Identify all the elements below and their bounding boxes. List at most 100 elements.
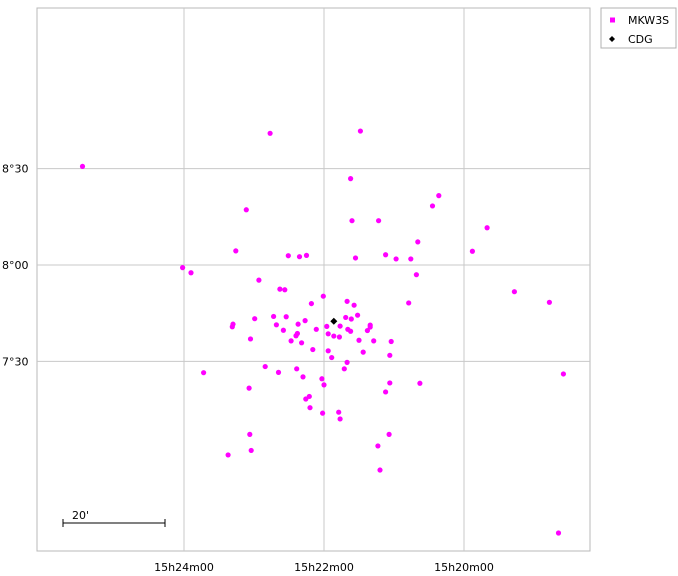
mkw3s-point bbox=[319, 376, 325, 382]
mkw3s-point bbox=[436, 193, 442, 199]
mkw3s-point bbox=[243, 207, 249, 213]
mkw3s-point bbox=[341, 366, 347, 372]
legend-label: MKW3S bbox=[628, 14, 669, 27]
legend-marker-square bbox=[610, 17, 615, 23]
mkw3s-point bbox=[296, 254, 303, 260]
y-tick-label: 8°30 bbox=[2, 163, 29, 176]
mkw3s-point bbox=[247, 336, 254, 342]
mkw3s-point bbox=[303, 252, 310, 259]
mkw3s-point bbox=[262, 363, 268, 370]
mkw3s-point bbox=[283, 314, 289, 320]
mkw3s-point bbox=[285, 253, 291, 259]
mkw3s-point bbox=[336, 409, 342, 415]
legend-box bbox=[600, 7, 677, 49]
x-tick-label: 15h24m00 bbox=[154, 561, 214, 574]
legend: MKW3S CDG bbox=[600, 7, 677, 49]
mkw3s-point bbox=[336, 334, 342, 340]
mkw3s-point bbox=[256, 277, 262, 283]
mkw3s-point bbox=[364, 327, 370, 334]
mkw3s-point bbox=[375, 443, 381, 449]
mkw3s-point bbox=[393, 256, 399, 262]
mkw3s-point bbox=[321, 382, 327, 388]
mkw3s-point bbox=[355, 312, 361, 318]
mkw3s-point bbox=[320, 293, 326, 299]
mkw3s-point bbox=[282, 287, 288, 293]
mkw3s-point bbox=[408, 256, 414, 262]
mkw3s-point bbox=[325, 331, 331, 337]
mkw3s-point bbox=[329, 354, 335, 361]
mkw3s-point bbox=[546, 299, 553, 305]
mkw3s-point bbox=[413, 272, 419, 278]
mkw3s-point bbox=[387, 380, 393, 386]
mkw3s-point bbox=[383, 389, 389, 395]
y-tick-label: 7°30 bbox=[2, 355, 29, 368]
mkw3s-point bbox=[376, 218, 382, 224]
mkw3s-point bbox=[331, 333, 337, 339]
mkw3s-point bbox=[406, 300, 412, 306]
mkw3s-point bbox=[307, 405, 313, 411]
data-points bbox=[79, 128, 567, 536]
mkw3s-point bbox=[352, 255, 359, 261]
mkw3s-point bbox=[201, 370, 207, 376]
mkw3s-point bbox=[337, 323, 343, 329]
mkw3s-point bbox=[388, 338, 394, 345]
mkw3s-point bbox=[310, 346, 316, 353]
mkw3s-point bbox=[377, 467, 383, 473]
scale-bar-label: 20' bbox=[72, 509, 89, 522]
tick-labels: 15h24m00 15h22m00 15h20m00 8°30 8°00 7°30 bbox=[2, 163, 494, 574]
grid bbox=[37, 8, 590, 551]
mkw3s-point bbox=[337, 416, 343, 422]
mkw3s-point bbox=[308, 300, 314, 307]
mkw3s-point bbox=[351, 302, 357, 308]
mkw3s-point bbox=[288, 338, 294, 344]
mkw3s-point bbox=[246, 385, 252, 391]
mkw3s-point bbox=[280, 327, 286, 333]
mkw3s-point bbox=[344, 359, 350, 365]
mkw3s-point bbox=[273, 322, 279, 328]
mkw3s-point bbox=[295, 321, 301, 327]
mkw3s-point bbox=[415, 239, 421, 245]
mkw3s-point bbox=[320, 410, 326, 416]
mkw3s-point bbox=[469, 248, 475, 254]
mkw3s-point bbox=[188, 270, 194, 276]
mkw3s-point bbox=[293, 333, 299, 339]
mkw3s-point bbox=[267, 130, 273, 136]
mkw3s-point bbox=[348, 176, 354, 182]
mkw3s-point bbox=[299, 340, 305, 346]
mkw3s-point bbox=[247, 431, 253, 437]
mkw3s-point bbox=[348, 316, 354, 322]
mkw3s-point bbox=[180, 265, 186, 271]
y-tick-label: 8°00 bbox=[2, 259, 29, 272]
mkw3s-point bbox=[360, 349, 366, 355]
scale-bar: 20' bbox=[62, 509, 166, 527]
mkw3s-point bbox=[383, 252, 389, 258]
legend-marker-diamond bbox=[609, 36, 615, 42]
mkw3s-point bbox=[417, 380, 423, 386]
mkw3s-point bbox=[302, 318, 308, 324]
mkw3s-point bbox=[303, 396, 309, 402]
mkw3s-point bbox=[233, 248, 239, 254]
cdg-point bbox=[330, 317, 338, 325]
mkw3s-point bbox=[349, 218, 355, 224]
mkw3s-point bbox=[560, 371, 567, 377]
mkw3s-point bbox=[367, 324, 373, 330]
mkw3s-point bbox=[386, 431, 392, 437]
legend-label: CDG bbox=[628, 33, 653, 46]
mkw3s-point bbox=[252, 316, 258, 322]
mkw3s-point bbox=[357, 128, 363, 134]
mkw3s-point bbox=[229, 324, 235, 330]
mkw3s-point bbox=[356, 337, 362, 343]
mkw3s-point bbox=[345, 326, 351, 332]
mkw3s-point bbox=[271, 313, 277, 320]
mkw3s-point bbox=[343, 314, 349, 321]
mkw3s-point bbox=[300, 374, 306, 380]
mkw3s-point bbox=[325, 348, 331, 354]
mkw3s-point bbox=[429, 203, 436, 209]
plot-frame bbox=[36, 7, 591, 552]
mkw3s-point bbox=[79, 163, 86, 170]
mkw3s-point bbox=[324, 323, 330, 330]
mkw3s-point bbox=[371, 338, 377, 344]
mkw3s-point bbox=[484, 225, 490, 231]
mkw3s-point bbox=[248, 447, 254, 454]
